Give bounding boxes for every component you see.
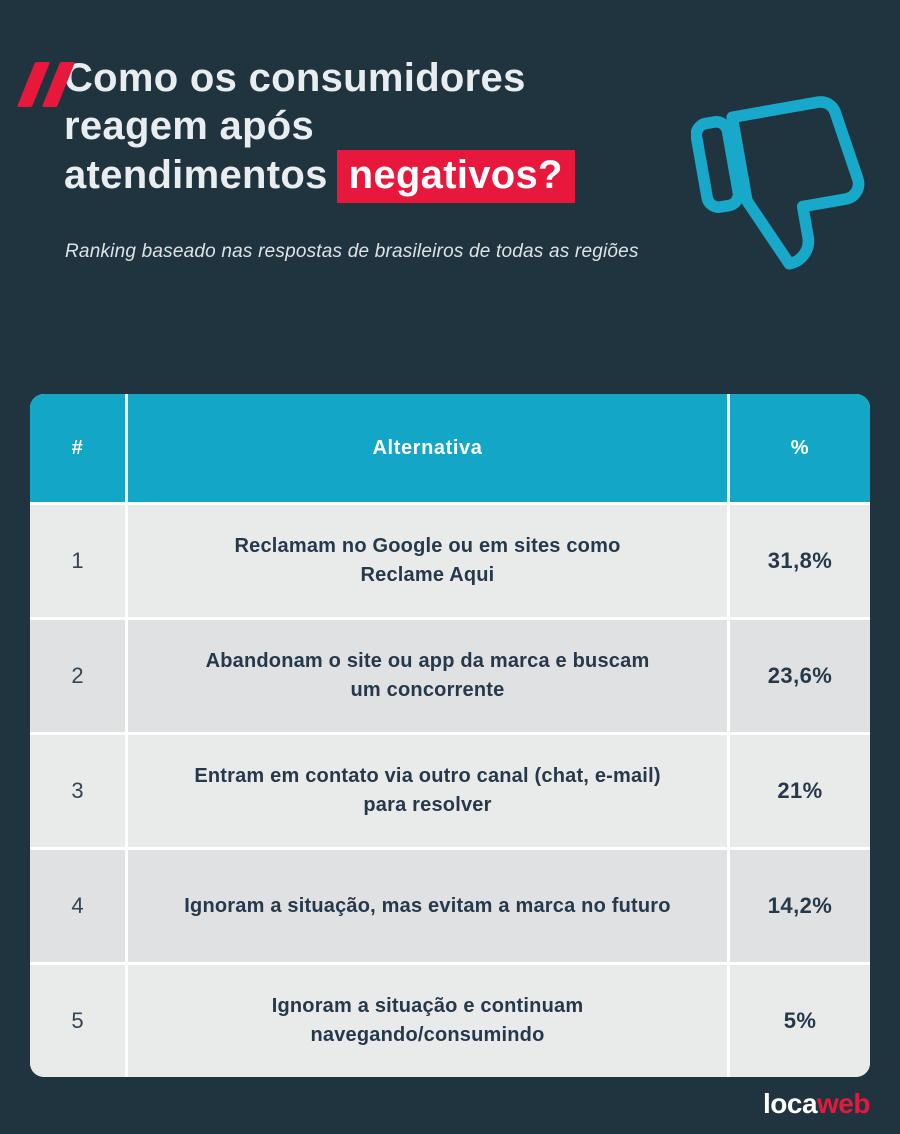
rank-cell: 5 bbox=[30, 965, 125, 1077]
rank-cell: 4 bbox=[30, 850, 125, 962]
title-highlight: negativos? bbox=[336, 150, 575, 203]
logo-web: web bbox=[817, 1088, 870, 1119]
alternative-cell: Abandonam o site ou app da marca e busca… bbox=[128, 620, 727, 732]
thumbs-down-icon bbox=[691, 96, 865, 270]
alternative-cell: Entram em contato via outro canal (chat,… bbox=[128, 735, 727, 847]
column-header-rank: # bbox=[30, 394, 125, 502]
percent-cell: 5% bbox=[730, 965, 870, 1077]
locaweb-logo: locaweb bbox=[763, 1088, 870, 1120]
percent-cell: 31,8% bbox=[730, 505, 870, 617]
percent-cell: 23,6% bbox=[730, 620, 870, 732]
title-line-3: atendimentos negativos? bbox=[64, 150, 684, 203]
percent-cell: 21% bbox=[730, 735, 870, 847]
subtitle: Ranking baseado nas respostas de brasile… bbox=[65, 241, 639, 262]
logo-loca: loca bbox=[763, 1088, 818, 1119]
alternative-cell: Ignoram a situação, mas evitam a marca n… bbox=[128, 850, 727, 962]
page-title: Como os consumidores reagem após atendim… bbox=[64, 54, 684, 203]
title-line-3-prefix: atendimentos bbox=[64, 153, 328, 197]
rank-cell: 1 bbox=[30, 505, 125, 617]
alternative-cell: Reclamam no Google ou em sites como Recl… bbox=[128, 505, 727, 617]
percent-cell: 14,2% bbox=[730, 850, 870, 962]
ranking-table: # Alternativa % 1 Reclamam no Google ou … bbox=[30, 394, 870, 1077]
column-header-alternative: Alternativa bbox=[128, 394, 727, 502]
alternative-cell: Ignoram a situação e continuam navegando… bbox=[128, 965, 727, 1077]
rank-cell: 2 bbox=[30, 620, 125, 732]
rank-cell: 3 bbox=[30, 735, 125, 847]
title-line-1: Como os consumidores bbox=[64, 56, 526, 100]
column-header-percent: % bbox=[730, 394, 870, 502]
title-line-2: reagem após bbox=[64, 104, 315, 148]
